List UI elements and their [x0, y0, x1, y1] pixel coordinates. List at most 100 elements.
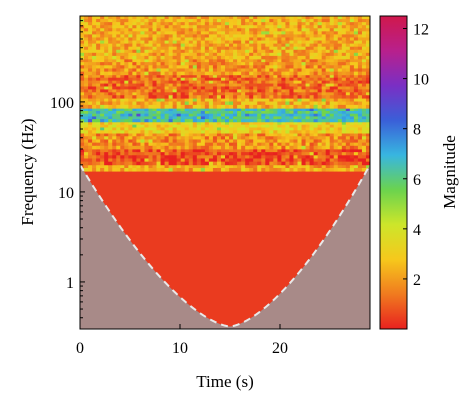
- heatmap-cell: [212, 127, 218, 131]
- heatmap-cell: [277, 167, 282, 172]
- heatmap-cell: [345, 148, 351, 153]
- heatmap-cell: [100, 40, 105, 45]
- heatmap-cell: [148, 119, 153, 123]
- heatmap-cell: [152, 43, 157, 48]
- heatmap-cell: [353, 92, 359, 96]
- heatmap-cell: [321, 52, 327, 57]
- heatmap-cell: [132, 37, 137, 41]
- heatmap-cell: [200, 28, 206, 32]
- heatmap-cell: [128, 121, 133, 126]
- heatmap-cell: [241, 113, 246, 117]
- heatmap-cell: [361, 43, 367, 48]
- heatmap-cell: [116, 16, 121, 20]
- heatmap-cell: [112, 80, 117, 84]
- heatmap-cell: [200, 55, 206, 60]
- heatmap-cell: [249, 133, 254, 137]
- heatmap-cell: [220, 139, 226, 144]
- heatmap-cell: [309, 110, 315, 115]
- heatmap-cell: [212, 119, 218, 123]
- heatmap-cell: [313, 110, 319, 115]
- heatmap-cell: [220, 101, 226, 106]
- heatmap-cell: [253, 46, 258, 51]
- heatmap-cell: [120, 133, 125, 137]
- heatmap-cell: [96, 80, 101, 84]
- heatmap-cell: [128, 136, 133, 140]
- heatmap-cell: [108, 136, 113, 140]
- heatmap-cell: [241, 148, 246, 153]
- heatmap-cell: [184, 155, 190, 159]
- heatmap-cell: [357, 71, 363, 76]
- heatmap-cell: [112, 127, 117, 131]
- heatmap-cell: [237, 155, 242, 159]
- heatmap-cell: [172, 92, 178, 96]
- heatmap-cell: [80, 65, 85, 69]
- heatmap-cell: [265, 95, 270, 99]
- heatmap-cell: [80, 148, 85, 153]
- heatmap-cell: [84, 127, 89, 131]
- heatmap-cell: [188, 116, 194, 120]
- heatmap-cell: [329, 167, 335, 172]
- heatmap-cell: [156, 145, 161, 150]
- heatmap-cell: [164, 34, 170, 38]
- heatmap-cell: [148, 62, 153, 66]
- heatmap-cell: [132, 127, 137, 131]
- heatmap-cell: [160, 83, 165, 87]
- heatmap-cell: [285, 113, 290, 117]
- heatmap-cell: [132, 136, 137, 140]
- heatmap-cell: [120, 52, 125, 57]
- heatmap-cell: [361, 110, 367, 115]
- heatmap-cell: [249, 127, 254, 131]
- heatmap-cell: [257, 37, 262, 41]
- heatmap-cell: [148, 28, 153, 32]
- heatmap-cell: [301, 130, 306, 134]
- heatmap-cell: [293, 116, 298, 120]
- heatmap-cell: [192, 139, 198, 144]
- heatmap-cell: [144, 127, 149, 131]
- heatmap-cell: [233, 104, 238, 109]
- heatmap-cell: [168, 34, 174, 38]
- heatmap-cell: [124, 77, 129, 82]
- heatmap-cell: [317, 152, 323, 156]
- heatmap-cell: [140, 86, 145, 90]
- heatmap-cell: [357, 142, 363, 147]
- heatmap-cell: [84, 22, 89, 26]
- heatmap-cell: [253, 34, 258, 38]
- heatmap-cell: [140, 158, 145, 163]
- heatmap-cell: [160, 164, 165, 169]
- heatmap-cell: [225, 139, 230, 144]
- heatmap-cell: [277, 31, 282, 35]
- heatmap-cell: [353, 133, 359, 137]
- heatmap-cell: [148, 46, 153, 51]
- heatmap-cell: [204, 46, 210, 51]
- heatmap-cell: [112, 62, 117, 66]
- heatmap-cell: [365, 164, 370, 169]
- heatmap-cell: [345, 155, 351, 159]
- heatmap-cell: [188, 22, 194, 26]
- heatmap-cell: [289, 62, 294, 66]
- heatmap-cell: [84, 49, 89, 54]
- heatmap-cell: [176, 119, 182, 123]
- heatmap-cell: [341, 31, 347, 35]
- heatmap-cell: [116, 152, 121, 156]
- heatmap-cell: [192, 119, 198, 123]
- heatmap-cell: [200, 121, 206, 126]
- heatmap-cell: [309, 80, 315, 84]
- heatmap-cell: [253, 74, 258, 79]
- heatmap-cells: [80, 16, 370, 329]
- heatmap-cell: [176, 133, 182, 137]
- heatmap-cell: [241, 161, 246, 166]
- heatmap-cell: [329, 43, 335, 48]
- heatmap-cell: [257, 101, 262, 106]
- heatmap-cell: [301, 83, 306, 87]
- heatmap-cell: [116, 161, 121, 166]
- heatmap-cell: [337, 113, 343, 117]
- heatmap-cell: [188, 74, 194, 79]
- heatmap-cell: [361, 68, 367, 73]
- heatmap-cell: [184, 130, 190, 134]
- heatmap-cell: [337, 110, 343, 115]
- heatmap-cell: [164, 164, 170, 169]
- heatmap-cell: [96, 133, 101, 137]
- heatmap-cell: [245, 152, 250, 156]
- heatmap-cell: [349, 133, 355, 137]
- heatmap-cell: [361, 28, 367, 32]
